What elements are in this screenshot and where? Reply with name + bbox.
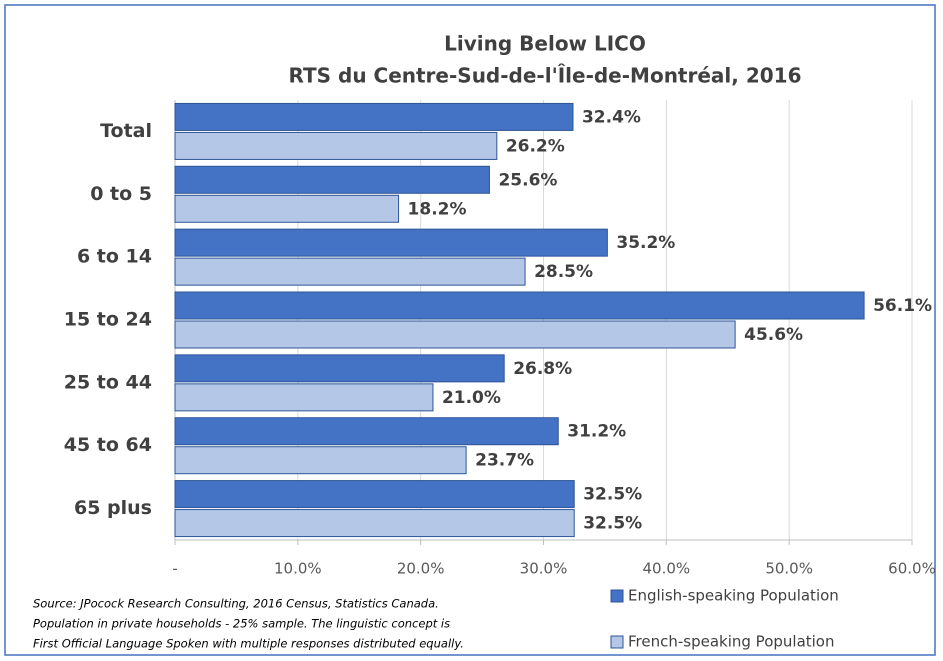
x-tick-label: 60.0% [888,560,936,578]
y-tick-label: 6 to 14 [77,246,152,268]
y-tick-label: Total [100,120,152,142]
legend-swatch [610,635,624,649]
legend-label: French-speaking Population [628,633,835,651]
source-note: Source: JPocock Research Consulting, 201… [33,597,439,611]
bar [174,320,736,349]
data-label: 32.5% [583,485,642,505]
chart-subtitle: RTS du Centre-Sud-de-l'Île-de-Montréal, … [288,64,801,88]
data-label: 25.6% [498,170,557,190]
bar [174,102,574,131]
data-label: 26.2% [506,136,565,156]
data-label: 56.1% [873,296,932,316]
y-tick-label: 25 to 44 [64,371,152,393]
y-tick-label: 65 plus [74,497,152,519]
y-tick-label: 0 to 5 [90,183,152,205]
data-label: 45.6% [744,325,803,345]
data-label: 32.5% [583,514,642,534]
y-tick-label: 15 to 24 [64,309,152,331]
data-label: 26.8% [513,359,572,379]
x-tick-label: 10.0% [274,560,322,578]
bar [174,291,865,320]
data-label: 28.5% [534,262,593,282]
bar [174,257,526,286]
chart-title: Living Below LICO [444,32,646,56]
x-tick-label: 50.0% [765,560,813,578]
bar [174,417,559,446]
legend-label: English-speaking Population [628,587,839,605]
bar [174,509,575,538]
x-tick-label: - [172,560,177,578]
data-label: 32.4% [582,107,641,127]
x-tick-label: 30.0% [520,560,568,578]
bar [174,228,608,257]
x-tick-label: 20.0% [397,560,445,578]
data-label: 35.2% [616,233,675,253]
data-label: 31.2% [567,422,626,442]
bar [174,354,505,383]
bar [174,194,400,223]
y-tick-label: 45 to 64 [64,434,152,456]
data-label: 23.7% [475,451,534,471]
bar [174,131,498,160]
bar [174,383,434,412]
source-note: Population in private households - 25% s… [33,617,450,631]
bar [174,446,467,475]
bar [174,165,490,194]
x-tick-label: 40.0% [643,560,691,578]
source-note: First Official Language Spoken with mult… [33,637,464,651]
data-label: 21.0% [442,388,501,408]
data-label: 18.2% [408,199,467,219]
legend-swatch [610,589,624,603]
bar [174,480,575,509]
